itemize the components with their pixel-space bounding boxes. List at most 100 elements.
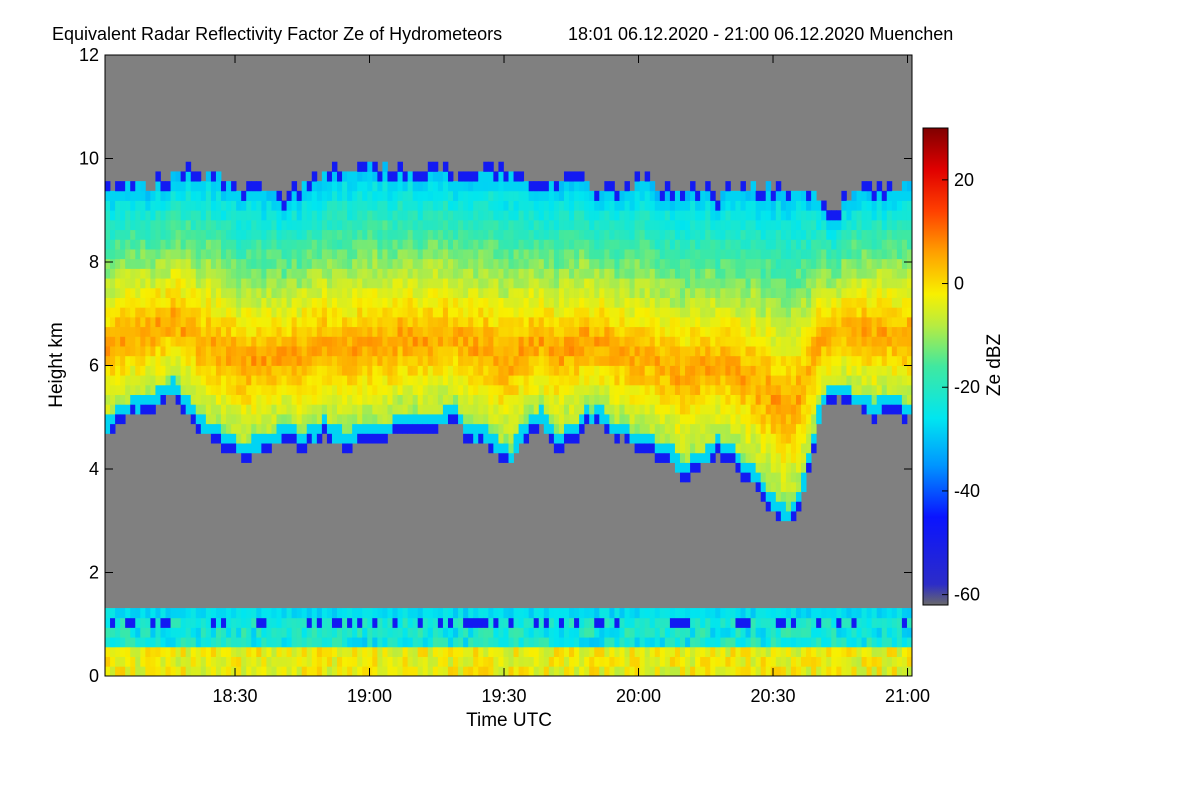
radar-column [246, 181, 252, 677]
x-axis-label: Time UTC [466, 710, 552, 731]
radar-column [251, 181, 257, 677]
y-tick-label: 6 [89, 356, 99, 376]
radar-column [326, 171, 333, 677]
radar-column [311, 171, 318, 677]
radar-column [210, 171, 217, 677]
radar-column [468, 171, 474, 677]
radar-column [145, 190, 151, 677]
radar-column [553, 181, 560, 677]
radar-column [584, 181, 590, 677]
radar-column [654, 190, 661, 677]
radar-column [190, 171, 197, 677]
radar-column [130, 181, 136, 677]
radar-column [226, 181, 232, 677]
radar-column [357, 161, 363, 677]
colorbar-label: Ze dBZ [984, 333, 1005, 396]
radar-column [705, 181, 711, 677]
radar-column [387, 171, 393, 677]
colorbar-tick-label: -20 [954, 377, 980, 397]
radar-column [589, 190, 595, 677]
radar-column [785, 190, 792, 677]
radar-column [291, 181, 298, 677]
radar-column [195, 171, 202, 677]
radar-column [619, 190, 625, 677]
radar-column [639, 181, 646, 677]
radar-column [241, 190, 247, 677]
radar-column [185, 161, 192, 677]
radar-column [221, 181, 227, 677]
radar-column [432, 161, 439, 677]
radar-column [508, 171, 514, 677]
radar-column [790, 190, 797, 677]
radar-column [155, 171, 161, 677]
radar-column [352, 171, 358, 677]
radar-column [473, 171, 479, 677]
y-tick-label: 4 [89, 459, 99, 479]
radar-column [851, 190, 857, 677]
radar-column [115, 181, 121, 677]
radar-column [200, 181, 207, 677]
y-tick-label: 0 [89, 666, 99, 686]
radar-column [548, 181, 555, 677]
radar-column [321, 171, 328, 677]
radar-column [523, 181, 530, 677]
radar-column [579, 171, 585, 677]
radar-column [392, 171, 398, 677]
x-tick-label: 19:00 [347, 686, 392, 706]
radar-column [503, 171, 509, 677]
y-axis-label: Height km [46, 322, 67, 408]
radar-column [372, 161, 378, 677]
radar-column [745, 190, 751, 677]
radar-column [841, 190, 847, 677]
radar-column [306, 181, 313, 677]
radar-column [725, 181, 731, 677]
radar-column [377, 171, 383, 677]
y-axis: 0 2 4 6 8 10 12 [79, 45, 912, 686]
radar-column [316, 181, 323, 677]
radar-column [563, 171, 570, 677]
chart-subtitle: 18:01 06.12.2020 - 21:00 06.12.2020 Muen… [568, 24, 953, 44]
radar-column [816, 200, 822, 677]
radar-column [442, 161, 449, 677]
radar-column [165, 181, 171, 677]
x-tick-label: 21:00 [885, 686, 930, 706]
radar-column [891, 190, 898, 677]
radar-column [488, 161, 494, 677]
radar-column [760, 190, 767, 677]
radar-column [447, 171, 454, 677]
radar-column [180, 171, 187, 677]
radar-column [493, 171, 499, 677]
radar-column [498, 161, 504, 677]
radar-column [831, 210, 837, 677]
colorbar: 20 0 -20 -40 -60 Ze dBZ [922, 127, 1005, 606]
radar-column [110, 190, 116, 677]
radar-column [231, 181, 237, 677]
radar-column [856, 190, 862, 677]
radar-column [261, 190, 267, 677]
colorbar-tick-label: -60 [954, 585, 980, 605]
reflectivity-field [105, 161, 913, 677]
radar-column [458, 171, 464, 677]
radar-column [710, 190, 716, 677]
radar-column [836, 210, 842, 677]
x-tick-label: 18:30 [212, 686, 257, 706]
chart-title: Equivalent Radar Reflectivity Factor Ze … [52, 24, 502, 44]
radar-column [685, 190, 691, 677]
radar-column [422, 171, 429, 677]
radar-column [205, 171, 212, 677]
radar-column [750, 181, 757, 677]
radar-column [286, 190, 293, 677]
radar-column [236, 190, 242, 677]
x-tick-label: 20:00 [616, 686, 661, 706]
radar-column [120, 181, 126, 677]
colorbar-scale [922, 127, 949, 606]
radar-column [397, 161, 403, 677]
radar-column [604, 181, 610, 677]
radar-column [417, 171, 424, 677]
radar-column [513, 171, 519, 677]
radar-column [906, 181, 913, 677]
radar-column [160, 181, 166, 677]
radar-column [301, 181, 308, 677]
radar-column [266, 190, 272, 677]
radar-column [569, 171, 575, 677]
